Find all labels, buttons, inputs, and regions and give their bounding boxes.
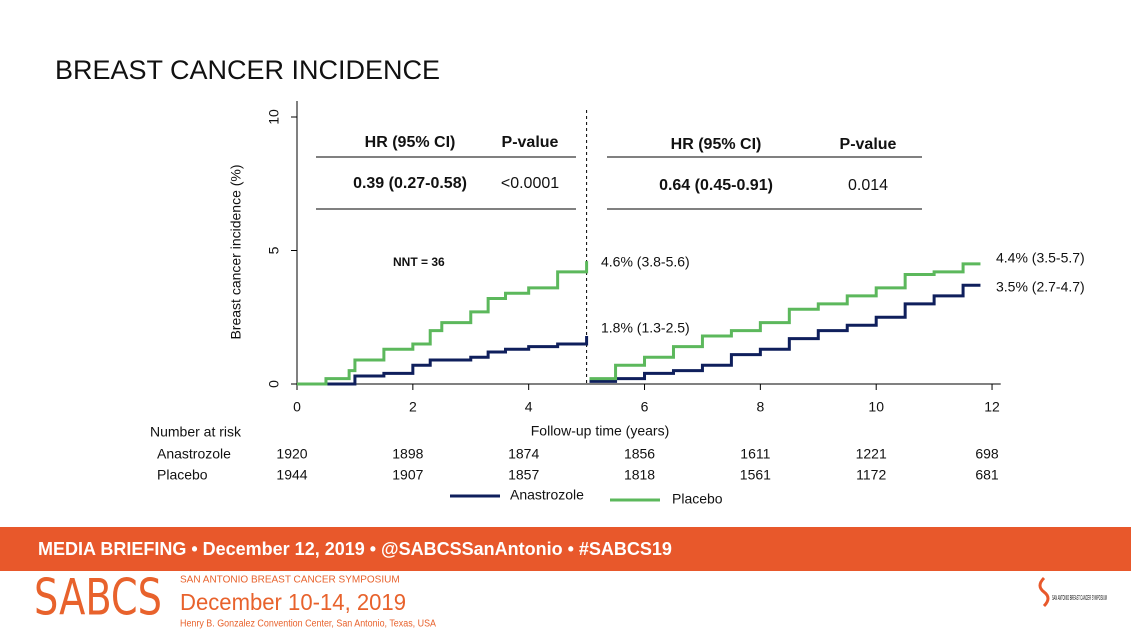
symposium: SAN ANTONIO BREAST CANCER SYMPOSIUM: [180, 575, 400, 586]
annotation: 4.6% (3.8-5.6): [601, 254, 690, 270]
risk-value: 1907: [392, 467, 423, 483]
risk-value: 1856: [624, 446, 655, 462]
risk-value: 681: [975, 467, 999, 483]
x-tick-label: 4: [525, 399, 533, 415]
legend-label: Placebo: [672, 491, 723, 507]
y-tick-label: 10: [266, 109, 282, 125]
risk-title: Number at risk: [150, 424, 242, 440]
risk-value: 1172: [856, 467, 886, 483]
table-header: HR (95% CI): [671, 136, 762, 153]
risk-value: 698: [975, 446, 999, 462]
x-tick-label: 6: [641, 399, 649, 415]
x-tick-label: 12: [984, 399, 1000, 415]
x-axis-label: Follow-up time (years): [531, 423, 669, 439]
right-logo: SAN ANTONIO BREAST CANCER SYMPOSIUM: [1052, 595, 1107, 602]
y-axis-label: Breast cancer incidence (%): [228, 164, 244, 339]
table-cell: 0.014: [848, 177, 888, 194]
risk-value: 1874: [508, 446, 539, 462]
x-tick-label: 2: [409, 399, 417, 415]
risk-row-name: Placebo: [157, 467, 208, 483]
annotation: 4.4% (3.5-5.7): [996, 250, 1085, 266]
table-header: P-value: [502, 134, 559, 151]
x-tick-label: 8: [756, 399, 764, 415]
risk-value: 1944: [276, 467, 307, 483]
risk-value: 1898: [392, 446, 423, 462]
risk-value: 1221: [856, 446, 887, 462]
table-header: HR (95% CI): [365, 134, 456, 151]
annotation: NNT = 36: [393, 255, 445, 269]
annotation: 3.5% (2.7-4.7): [996, 279, 1085, 295]
slide-title: BREAST CANCER INCIDENCE: [55, 55, 440, 85]
x-tick-label: 0: [293, 399, 301, 415]
y-tick-label: 0: [266, 380, 282, 388]
venue: Henry B. Gonzalez Convention Center, San…: [180, 619, 436, 630]
logo: SABCS: [34, 569, 162, 627]
legend-label: Anastrozole: [510, 487, 584, 503]
y-tick-label: 5: [266, 246, 282, 254]
table-cell: 0.39 (0.27-0.58): [353, 175, 467, 192]
risk-value: 1561: [740, 467, 771, 483]
risk-value: 1857: [508, 467, 539, 483]
risk-value: 1818: [624, 467, 655, 483]
dates: December 10-14, 2019: [180, 589, 406, 615]
x-tick-label: 10: [868, 399, 884, 415]
risk-row-name: Anastrozole: [157, 446, 231, 462]
risk-value: 1611: [740, 446, 770, 462]
banner-text: MEDIA BRIEFING • December 12, 2019 • @SA…: [38, 539, 672, 559]
km-curve: [297, 283, 981, 386]
right-logo-icon: [1038, 576, 1050, 608]
table-cell: 0.64 (0.45-0.91): [659, 177, 773, 194]
table-header: P-value: [840, 136, 897, 153]
banner: [0, 527, 1131, 571]
annotation: 1.8% (1.3-2.5): [601, 320, 690, 336]
km-curve: [297, 261, 981, 386]
table-cell: <0.0001: [501, 175, 559, 192]
risk-value: 1920: [276, 446, 307, 462]
